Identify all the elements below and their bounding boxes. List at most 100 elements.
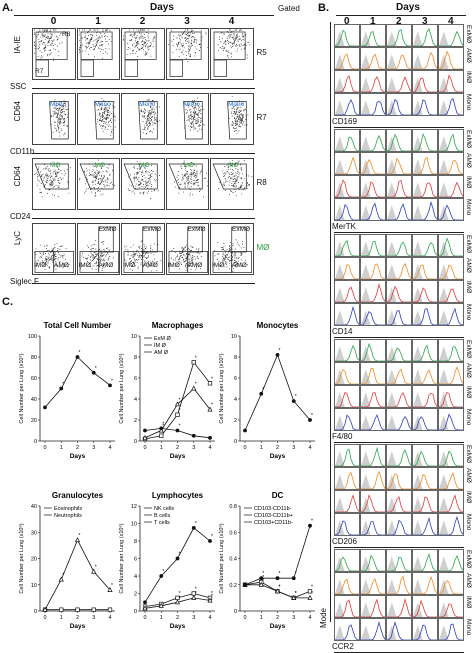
y-tick-label: 20 xyxy=(31,557,37,563)
hist-5-r2-d2 xyxy=(386,595,412,618)
data-point xyxy=(91,568,97,574)
sig-mark: * xyxy=(295,591,297,597)
isotype-hist xyxy=(335,241,345,256)
marker-hist xyxy=(439,346,463,361)
sig-mark: * xyxy=(295,394,297,400)
hist-svg xyxy=(361,76,385,92)
data-point xyxy=(159,574,164,578)
isotype-hist xyxy=(387,474,397,489)
isotype-hist xyxy=(335,205,345,220)
hist-0-r2-d4 xyxy=(438,70,464,93)
panel-b-day-2: 2 xyxy=(396,16,402,27)
hist-3-r0-d0 xyxy=(334,339,360,362)
isotype-hist xyxy=(361,392,371,407)
flow-plot-r2-d1 xyxy=(76,158,120,210)
hist-svg xyxy=(439,366,463,384)
isotype-hist xyxy=(335,497,345,512)
hist-svg xyxy=(439,579,463,594)
marker-hist xyxy=(361,521,385,535)
hist-svg xyxy=(387,309,411,325)
hist-svg xyxy=(413,575,437,594)
legend-label-2: AM Ø xyxy=(154,350,169,356)
marker-hist xyxy=(361,76,385,92)
hist-svg xyxy=(335,74,359,92)
hist-3-r0-d4 xyxy=(438,339,464,362)
gate-r7 xyxy=(80,59,94,77)
y-axis-label: Cell Number per Lung (x10⁶) xyxy=(118,353,125,423)
marker-hist xyxy=(413,416,437,430)
panel-b-row-label-3-1: AMØ xyxy=(465,363,472,378)
hist-0-r1-d3 xyxy=(412,47,438,70)
marker-hist xyxy=(387,519,411,535)
data-point xyxy=(259,576,264,581)
isotype-hist xyxy=(413,31,423,46)
data-point xyxy=(259,391,264,396)
x-tick-label: 0 xyxy=(243,445,246,451)
marker-hist xyxy=(439,555,463,571)
marker-hist xyxy=(335,263,359,279)
marker-hist xyxy=(335,391,359,407)
data-point xyxy=(291,576,296,581)
isotype-hist xyxy=(361,182,371,197)
flow-plot-svg-r2-d3 xyxy=(168,160,208,198)
x-tick-label: 4 xyxy=(308,445,311,451)
hist-svg xyxy=(413,415,437,430)
data-point xyxy=(107,607,113,612)
sig-mark: * xyxy=(211,534,213,540)
hist-3-r3-d4 xyxy=(438,408,464,431)
isotype-hist xyxy=(413,100,423,115)
hist-3-r1-d0 xyxy=(334,362,360,385)
flow-plot-svg-r3-d2 xyxy=(123,226,164,273)
marker-hist xyxy=(387,262,411,279)
annot-mac-4: MØ xyxy=(228,162,239,169)
hist-svg xyxy=(387,76,411,92)
annot-amac-1: AMØ xyxy=(98,262,114,269)
marker-hist xyxy=(439,50,463,69)
hist-svg xyxy=(361,282,385,302)
scatter-dots xyxy=(34,161,71,198)
isotype-hist xyxy=(387,602,397,617)
hist-svg xyxy=(439,264,463,279)
gate-r7 xyxy=(124,59,138,77)
flow-plot-r1-d1 xyxy=(76,93,120,145)
x-axis-label: Days xyxy=(170,623,186,630)
panel-b-row-label-4-2: IMØ xyxy=(465,491,472,504)
isotype-hist xyxy=(361,310,371,325)
sig-mark: * xyxy=(311,413,313,419)
y-tick-label: 100 xyxy=(28,334,37,340)
data-point xyxy=(143,600,147,605)
isotype-hist xyxy=(387,556,397,571)
y-tick-label: 6 xyxy=(134,376,137,382)
hist-0-r1-d0 xyxy=(334,47,360,70)
hist-2-r2-d2 xyxy=(386,280,412,303)
isotype-hist xyxy=(413,77,423,92)
marker-hist xyxy=(335,520,359,535)
isotype-hist xyxy=(413,392,423,407)
isotype-hist xyxy=(439,497,449,512)
isotype-hist xyxy=(439,100,449,115)
hist-svg xyxy=(361,158,385,174)
sig-mark: * xyxy=(195,521,197,527)
scatter-dots xyxy=(123,29,156,58)
annot-mac-2: MØ xyxy=(139,162,150,169)
isotype-hist xyxy=(439,310,449,325)
isotype-hist xyxy=(413,369,423,384)
panel-a-day-1: 1 xyxy=(95,16,101,27)
marker-hist xyxy=(439,159,463,174)
isotype-hist xyxy=(387,159,397,174)
panel-b-marker-arrow-4 xyxy=(334,547,464,548)
hist-2-r0-d1 xyxy=(360,234,386,257)
hist-svg xyxy=(387,556,411,571)
hist-4-r2-d0 xyxy=(334,490,360,513)
series-line-0 xyxy=(244,353,311,431)
x-tick-label: 0 xyxy=(243,615,246,621)
panel-b-days-arrow xyxy=(336,15,466,16)
isotype-hist xyxy=(361,602,371,617)
sig-mark: * xyxy=(162,421,164,427)
hist-svg xyxy=(387,29,411,46)
data-point xyxy=(191,385,197,391)
panel-a-row-3-xaxis: Siglec F xyxy=(10,277,39,286)
hist-3-r2-d3 xyxy=(412,385,438,408)
isotype-hist xyxy=(335,159,345,174)
hist-svg xyxy=(387,241,411,256)
